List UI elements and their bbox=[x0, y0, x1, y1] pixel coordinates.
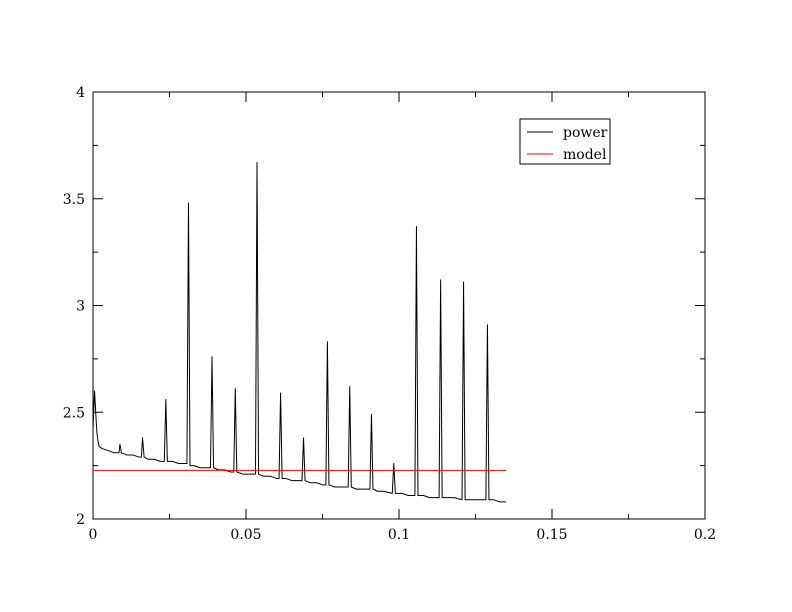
axis-ticks bbox=[92, 91, 706, 520]
x-tick-label: 0.15 bbox=[536, 527, 567, 543]
axis-tick-labels: 0 0.05 0.1 0.15 0.2 2 2.5 3 3.5 4 bbox=[63, 85, 716, 543]
legend-box bbox=[519, 118, 611, 165]
plot-frame bbox=[92, 91, 706, 520]
series-layer bbox=[92, 161, 507, 503]
legend-label-model: model bbox=[563, 147, 607, 163]
y-tick-label: 2.5 bbox=[63, 405, 85, 421]
legend: power model bbox=[519, 118, 611, 165]
series-line-power bbox=[92, 161, 507, 503]
y-tick-label: 2 bbox=[76, 512, 85, 528]
y-tick-label: 3.5 bbox=[63, 192, 85, 208]
x-tick-label: 0.1 bbox=[388, 527, 410, 543]
y-tick-label: 3 bbox=[76, 299, 85, 315]
legend-label-power: power bbox=[563, 125, 608, 141]
x-tick-label: 0 bbox=[89, 527, 98, 543]
x-tick-label: 0.05 bbox=[230, 527, 261, 543]
x-tick-label: 0.2 bbox=[694, 527, 716, 543]
y-tick-label: 4 bbox=[76, 85, 85, 101]
